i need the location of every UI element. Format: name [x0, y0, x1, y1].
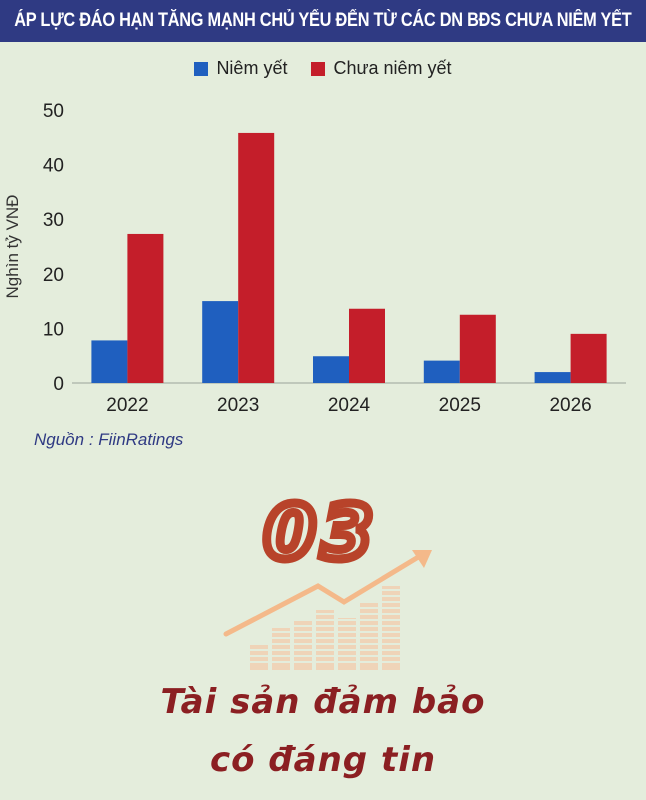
x-tick-label: 2026	[549, 395, 591, 416]
legend-swatch-listed	[194, 61, 209, 76]
bar-listed	[91, 340, 128, 383]
tagline-line2: có đáng tin	[209, 740, 437, 780]
section-number: 03	[260, 486, 379, 581]
legend-item-unlisted: Chưa niêm yết	[311, 58, 452, 79]
legend-label-unlisted: Chưa niêm yết	[333, 58, 452, 78]
chart-legend: Niêm yết Chưa niêm yết	[0, 58, 646, 79]
legend-label-listed: Niêm yết	[216, 58, 288, 78]
legend-item-listed: Niêm yết	[194, 58, 287, 79]
y-tick-label: 0	[53, 374, 64, 395]
chart-title: ÁP LỰC ĐÁO HẠN TĂNG MẠNH CHỦ YẾU ĐẾN TỪ …	[14, 10, 632, 31]
title-bar: ÁP LỰC ĐÁO HẠN TĂNG MẠNH CHỦ YẾU ĐẾN TỪ …	[0, 0, 646, 42]
legend-swatch-unlisted	[311, 61, 326, 76]
bar-listed	[202, 301, 239, 383]
tagline-line1: Tài sản đảm bảo	[160, 682, 486, 722]
y-axis-label: Nghìn tỷ VNĐ	[3, 195, 22, 299]
bar-listed	[423, 360, 460, 383]
y-tick-label: 10	[43, 319, 64, 340]
bar-unlisted	[238, 132, 275, 383]
source-note: Nguồn : FiinRatings	[34, 430, 184, 449]
section-logo: 03 Tài sản đảm bảo có đáng tin	[0, 470, 646, 800]
y-tick-label: 50	[43, 101, 64, 122]
x-tick-label: 2024	[328, 395, 371, 416]
x-tick-label: 2022	[106, 395, 148, 416]
bar-unlisted	[127, 233, 164, 383]
y-tick-label: 30	[43, 210, 64, 231]
y-tick-label: 40	[43, 156, 64, 177]
bar-chart: Nghìn tỷ VNĐ 0 10 20 30 40 50 2022 2023 2024 2025 2…	[3, 101, 626, 416]
bar-unlisted	[570, 333, 607, 383]
bar-unlisted	[349, 308, 385, 383]
growth-graphic	[223, 550, 432, 670]
trend-arrow-icon	[223, 550, 432, 637]
bar-unlisted	[459, 314, 496, 383]
y-tick-label: 20	[43, 265, 64, 286]
bar-listed	[534, 372, 571, 383]
x-tick-label: 2023	[217, 395, 259, 416]
x-tick-label: 2025	[439, 395, 481, 416]
ascending-bars-icon	[245, 586, 405, 670]
bar-listed	[313, 356, 349, 383]
